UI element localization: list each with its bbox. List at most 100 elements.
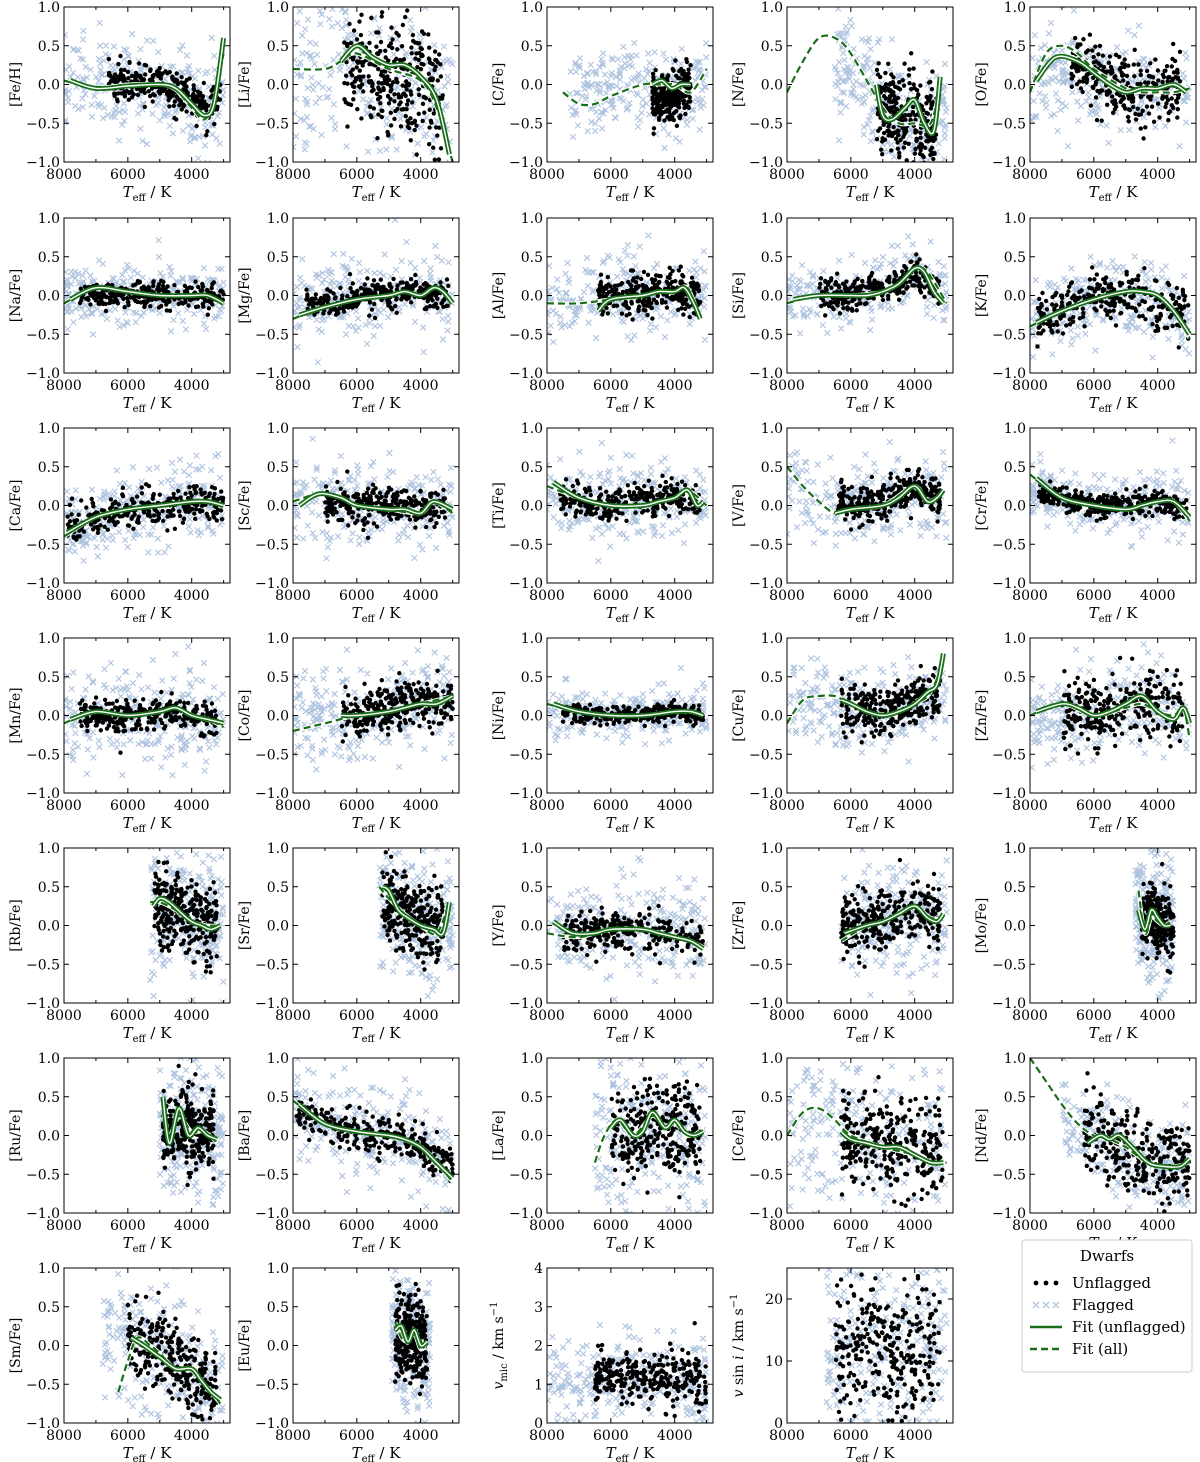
x-tick-label: 8000 [769, 1008, 805, 1024]
panel-mnfe: 8000 6000 4000 −1.0 −0.5 0.0 0.5 1.0 Teff / K [Mn… [8, 631, 231, 835]
unflagged-dots [839, 663, 943, 745]
panel-cefe: 8000 6000 4000 −1.0 −0.5 0.0 0.5 1.0 Teff / K [Ce… [731, 1051, 954, 1255]
x-axis-label: Teff / K [352, 1234, 402, 1255]
y-tick-label: 1.0 [1004, 841, 1026, 857]
x-axis-label: Teff / K [123, 1234, 173, 1255]
panel-nife: 8000 6000 4000 −1.0 −0.5 0.0 0.5 1.0 Teff / K [Ni… [491, 631, 714, 835]
panel-vsinikms: 8000 6000 4000 0 10 20 Teff / K v sin i / km s−… [729, 1267, 954, 1462]
fit-unflagged-core [298, 1103, 454, 1179]
y-tick-label: −0.5 [509, 537, 543, 553]
x-tick-label: 4000 [897, 1218, 933, 1234]
x-axis-label: Teff / K [846, 814, 896, 835]
y-tick-label: 0.5 [267, 39, 289, 55]
x-tick-label: 4000 [403, 1008, 439, 1024]
y-axis-label: [Al/Fe] [491, 272, 507, 319]
y-axis-label: v sin i / km s−1 [729, 1294, 747, 1398]
x-tick-label: 4000 [1140, 798, 1176, 814]
x-axis-label: Teff / K [1089, 814, 1139, 835]
x-tick-label: 8000 [529, 798, 565, 814]
y-axis-label: [Mn/Fe] [8, 687, 24, 743]
y-tick-label: 1.0 [267, 0, 289, 16]
x-axis-label: Teff / K [123, 1444, 173, 1462]
y-axis-label: [V/Fe] [731, 484, 747, 527]
unflagged-points [1036, 479, 1189, 523]
y-tick-label: −0.5 [255, 327, 289, 343]
fit-unflagged-core [130, 1337, 221, 1401]
unflagged-dots [1035, 265, 1191, 350]
unflagged-dots [592, 1320, 708, 1419]
y-tick-label: −0.5 [255, 1377, 289, 1393]
y-tick-label: −0.5 [26, 116, 60, 132]
x-tick-label: 6000 [1076, 588, 1112, 604]
y-tick-label: 0.0 [38, 1339, 60, 1355]
x-axis-label: Teff / K [606, 394, 656, 415]
y-tick-label: −1.0 [749, 996, 783, 1012]
x-tick-label: 6000 [593, 1428, 629, 1444]
x-tick-label: 8000 [1012, 167, 1048, 183]
plot-area [547, 854, 709, 1003]
y-tick-label: 0.5 [1004, 460, 1026, 476]
y-tick-label: 0.0 [761, 499, 783, 515]
plot-area [376, 848, 456, 1000]
x-axis-label: Teff / K [846, 1234, 896, 1255]
fit-unflagged-core [394, 1325, 428, 1347]
x-tick-label: 8000 [769, 167, 805, 183]
x-tick-label: 6000 [833, 798, 869, 814]
plot-area [1030, 641, 1193, 771]
y-tick-label: −0.5 [749, 957, 783, 973]
legend-flagged-label: Flagged [1072, 1296, 1134, 1314]
x-tick-label: 4000 [897, 1008, 933, 1024]
plot-area [147, 848, 227, 1003]
y-tick-label: 0.5 [521, 460, 543, 476]
y-tick-label: 0.0 [38, 919, 60, 935]
panel-alfe: 8000 6000 4000 −1.0 −0.5 0.0 0.5 1.0 Teff / K [Al… [491, 211, 714, 415]
x-tick-label: 4000 [403, 1218, 439, 1234]
y-tick-label: 1.0 [761, 841, 783, 857]
y-tick-label: 0.0 [38, 1129, 60, 1145]
x-tick-label: 8000 [46, 1008, 82, 1024]
y-tick-label: −0.5 [509, 957, 543, 973]
y-tick-label: 1.0 [521, 0, 543, 16]
x-tick-label: 8000 [1012, 1218, 1048, 1234]
x-tick-label: 4000 [897, 588, 933, 604]
y-tick-label: −0.5 [992, 116, 1026, 132]
x-tick-label: 8000 [529, 588, 565, 604]
plot-area [787, 7, 950, 162]
y-axis-label: [Sr/Fe] [237, 901, 253, 950]
y-tick-label: −0.5 [255, 957, 289, 973]
fit-unflagged-core [162, 1096, 218, 1145]
unflagged-points [323, 469, 448, 540]
fit-unflagged-core [1087, 1134, 1191, 1168]
y-tick-label: 0.0 [38, 499, 60, 515]
y-axis-label: [K/Fe] [974, 274, 990, 317]
plot-area [787, 233, 950, 337]
y-tick-label: −0.5 [26, 327, 60, 343]
unflagged-dots [125, 1290, 219, 1423]
y-tick-label: 0.5 [38, 1300, 60, 1316]
y-tick-label: 1.0 [38, 1261, 60, 1277]
panel-kfe: 8000 6000 4000 −1.0 −0.5 0.0 0.5 1.0 Teff / K [K/… [974, 211, 1197, 415]
flagged-crosses [787, 233, 950, 337]
y-tick-label: 0.0 [521, 919, 543, 935]
y-tick-label: 1.0 [267, 421, 289, 437]
y-tick-label: 20 [765, 1292, 783, 1308]
x-axis-label: Teff / K [846, 604, 896, 625]
y-tick-label: 1.0 [267, 211, 289, 227]
y-axis-label: [Zn/Fe] [974, 690, 990, 742]
legend-unflagged-marker [1033, 1280, 1039, 1286]
y-tick-label: 0.0 [267, 78, 289, 94]
y-tick-label: −0.5 [509, 1167, 543, 1183]
x-axis-label: Teff / K [123, 183, 173, 204]
panel-feh: 8000 6000 4000 −1.0 −0.5 0.0 0.5 1.0 Teff / K [Fe… [8, 0, 231, 204]
panel-vmickms: 8000 6000 4000 0 1 2 3 4 Teff / K vmic / km s−1 [489, 1261, 714, 1462]
fit-unflagged-core [299, 286, 454, 316]
unflagged-points [77, 689, 220, 755]
y-tick-label: −1.0 [992, 576, 1026, 592]
y-tick-label: −1.0 [26, 576, 60, 592]
x-tick-label: 6000 [339, 1008, 375, 1024]
plot-area [293, 435, 456, 562]
panel-zrfe: 8000 6000 4000 −1.0 −0.5 0.0 0.5 1.0 Teff / K [Zr… [731, 841, 954, 1045]
unflagged-points [65, 482, 226, 542]
y-tick-label: 0.5 [1004, 880, 1026, 896]
y-tick-label: −1.0 [255, 1416, 289, 1432]
